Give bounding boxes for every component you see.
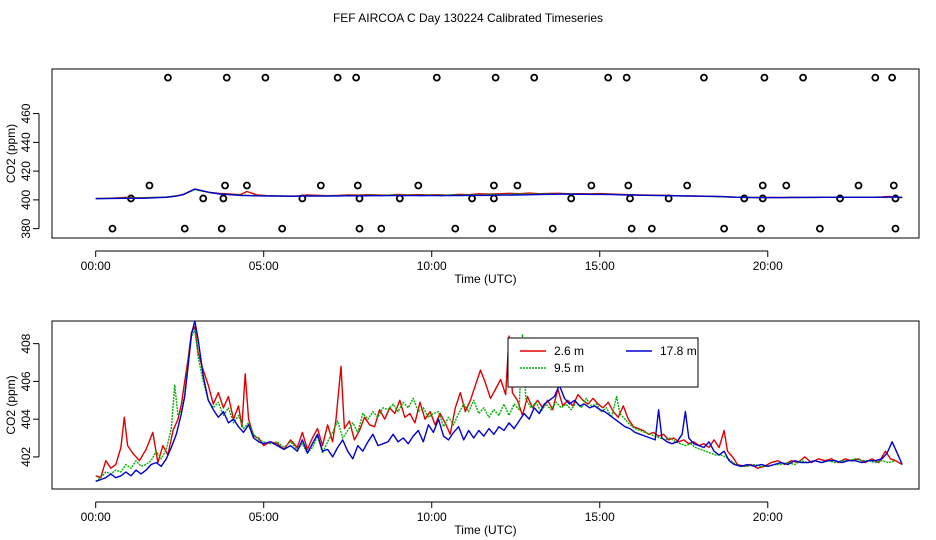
reference-point — [587, 181, 596, 190]
y-tick-label: 400 — [19, 190, 33, 210]
reference-point — [468, 194, 476, 203]
legend: 2.6 m 9.5 m 17.8 m — [507, 337, 699, 388]
reference-point — [567, 194, 576, 203]
reference-point — [889, 181, 898, 190]
reference-point — [758, 194, 767, 203]
plot-frame — [51, 320, 920, 490]
reference-point — [836, 194, 844, 203]
reference-point — [513, 181, 522, 190]
reference-point — [355, 224, 364, 233]
reference-point — [488, 224, 497, 233]
legend-label-17-8m: 17.8 m — [660, 344, 697, 358]
reference-point — [108, 224, 117, 233]
y-axis-label: CO2 (ppm) — [4, 124, 18, 183]
legend-box — [507, 337, 699, 388]
reference-point — [180, 224, 189, 233]
reference-point — [278, 224, 287, 233]
x-tick-label: 05:00 — [249, 259, 279, 273]
bottom-panel: 00:00 05:00 10:00 15:00 20:00 Time (UTC) 402 40… — [4, 320, 920, 537]
reference-point — [760, 73, 769, 82]
reference-point — [891, 194, 900, 203]
series-line-17-8m — [95, 188, 903, 200]
reference-point — [700, 73, 708, 82]
x-tick-label: 15:00 — [585, 510, 615, 524]
top-panel: 00:00 05:00 10:00 15:00 20:00 Time (UTC) 380 40… — [4, 68, 920, 286]
reference-point — [757, 224, 765, 233]
reference-point — [604, 73, 613, 82]
y-tick-label: 440 — [19, 132, 33, 152]
x-tick-label: 20:00 — [753, 259, 783, 273]
reference-point — [164, 73, 172, 82]
reference-point — [352, 73, 361, 82]
reference-point — [626, 194, 634, 203]
reference-point — [891, 224, 900, 233]
reference-point — [353, 181, 362, 190]
reference-point — [740, 194, 749, 203]
reference-point — [333, 73, 342, 82]
y-axis-label: CO2 (ppm) — [4, 375, 18, 434]
series-line-2-6m — [95, 326, 903, 479]
legend-label-2-6m: 2.6 m — [554, 344, 584, 358]
reference-point — [217, 224, 226, 233]
x-tick-label: 20:00 — [753, 510, 783, 524]
reference-point — [219, 194, 228, 203]
reference-point — [145, 181, 154, 190]
reference-point — [815, 224, 824, 233]
y-tick-label: 460 — [19, 103, 33, 123]
reference-point — [491, 73, 500, 82]
reference-point — [221, 181, 229, 190]
reference-point — [414, 181, 423, 190]
reference-point — [377, 224, 386, 233]
reference-point — [799, 73, 807, 82]
reference-point — [782, 181, 791, 190]
reference-point — [683, 181, 692, 190]
reference-point — [720, 224, 728, 233]
x-axis-label: Time (UTC) — [454, 523, 516, 537]
reference-point — [624, 181, 633, 190]
y-tick-label: 406 — [19, 371, 33, 391]
plot-frame — [51, 68, 920, 239]
y-tick-label: 420 — [19, 161, 33, 181]
reference-point — [888, 73, 897, 82]
x-tick-label: 00:00 — [81, 259, 111, 273]
y-tick-label: 404 — [19, 409, 33, 429]
x-tick-label: 10:00 — [417, 259, 447, 273]
y-tick-label: 380 — [19, 218, 33, 238]
reference-point — [871, 73, 880, 82]
reference-point — [451, 224, 460, 233]
reference-point — [199, 194, 208, 203]
x-tick-label: 00:00 — [81, 510, 111, 524]
reference-point — [622, 73, 631, 82]
reference-point — [758, 181, 767, 190]
reference-point — [530, 73, 539, 82]
plot-data — [95, 321, 903, 483]
reference-point — [243, 181, 251, 190]
reference-point — [627, 224, 636, 233]
reference-point — [854, 181, 863, 190]
x-tick-label: 10:00 — [417, 510, 447, 524]
plot-data — [95, 73, 903, 233]
reference-point — [222, 73, 231, 82]
y-tick-label: 402 — [19, 447, 33, 467]
reference-point — [490, 181, 498, 190]
reference-point — [647, 224, 656, 233]
reference-point — [261, 73, 270, 82]
reference-point — [548, 224, 557, 233]
x-tick-label: 15:00 — [585, 259, 615, 273]
legend-label-9-5m: 9.5 m — [554, 361, 584, 375]
y-tick-label: 408 — [19, 333, 33, 353]
reference-point — [316, 181, 325, 190]
x-axis-label: Time (UTC) — [454, 272, 516, 286]
figure-title: FEF AIRCOA C Day 130224 Calibrated Times… — [333, 11, 603, 25]
reference-point — [432, 73, 441, 82]
series-line-17-8m — [95, 321, 903, 483]
reference-point — [490, 194, 498, 203]
series-line-9-5m — [95, 329, 896, 482]
x-tick-label: 05:00 — [249, 510, 279, 524]
